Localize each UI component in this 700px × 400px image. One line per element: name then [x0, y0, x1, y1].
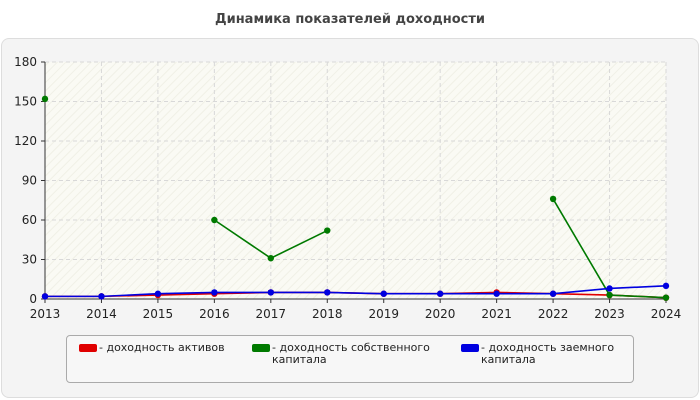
data-point [549, 195, 557, 203]
data-point [324, 289, 331, 296]
data-point [211, 289, 218, 296]
y-tick-label: 0 [29, 292, 37, 306]
data-point [267, 289, 275, 296]
y-tick-label: 90 [22, 174, 37, 188]
legend-label-assets: - доходность активов [99, 341, 225, 354]
series-2 [41, 282, 670, 300]
data-point [662, 282, 670, 290]
y-tick-label: 180 [14, 55, 37, 69]
data-point [662, 294, 670, 301]
data-point [154, 290, 162, 297]
data-point [324, 227, 331, 234]
chart-title: Динамика показателей доходности [215, 12, 485, 27]
series [41, 95, 670, 301]
legend-label-debt: - доходность заемного капитала [481, 341, 615, 366]
x-tick-label: 2019 [368, 307, 399, 321]
series-1 [41, 95, 670, 301]
x-tick-label: 2023 [594, 307, 625, 321]
y-tick-label: 120 [14, 134, 37, 148]
data-point [436, 290, 444, 297]
y-tick-label: 60 [22, 213, 37, 227]
x-tick-label: 2016 [199, 307, 230, 321]
data-point [606, 285, 613, 292]
legend-swatch-debt [461, 344, 479, 352]
x-tick-label: 2022 [538, 307, 569, 321]
x-tick-label: 2013 [30, 307, 61, 321]
data-point [493, 290, 500, 297]
data-point [211, 216, 218, 224]
legend-swatch-equity [252, 344, 270, 352]
legend-swatch-assets [79, 344, 97, 352]
grid [45, 61, 667, 299]
x-tick-label: 2014 [86, 307, 117, 321]
data-point [606, 291, 613, 299]
x-tick-label: 2024 [651, 307, 682, 321]
data-point [267, 254, 275, 262]
legend-label-equity: - доходность собственного капитала [272, 341, 430, 366]
data-point [41, 293, 49, 300]
x-tick-label: 2015 [143, 307, 174, 321]
x-tick-label: 2020 [425, 307, 456, 321]
series-line [45, 285, 667, 298]
data-point [549, 290, 557, 297]
data-point [98, 293, 105, 300]
data-point [41, 95, 49, 103]
y-tick-label: 150 [14, 95, 37, 109]
x-tick-label: 2018 [312, 307, 343, 321]
x-tick-label: 2017 [256, 307, 287, 321]
y-tick-label: 30 [22, 253, 37, 267]
tick-labels: 0 30 60 90 120 150 180 2013 2014 2015 2016 2017 2018… [14, 55, 681, 321]
data-point [380, 290, 387, 297]
legend: - доходность активов - доходность собств… [66, 335, 634, 383]
x-tick-label: 2021 [481, 307, 512, 321]
